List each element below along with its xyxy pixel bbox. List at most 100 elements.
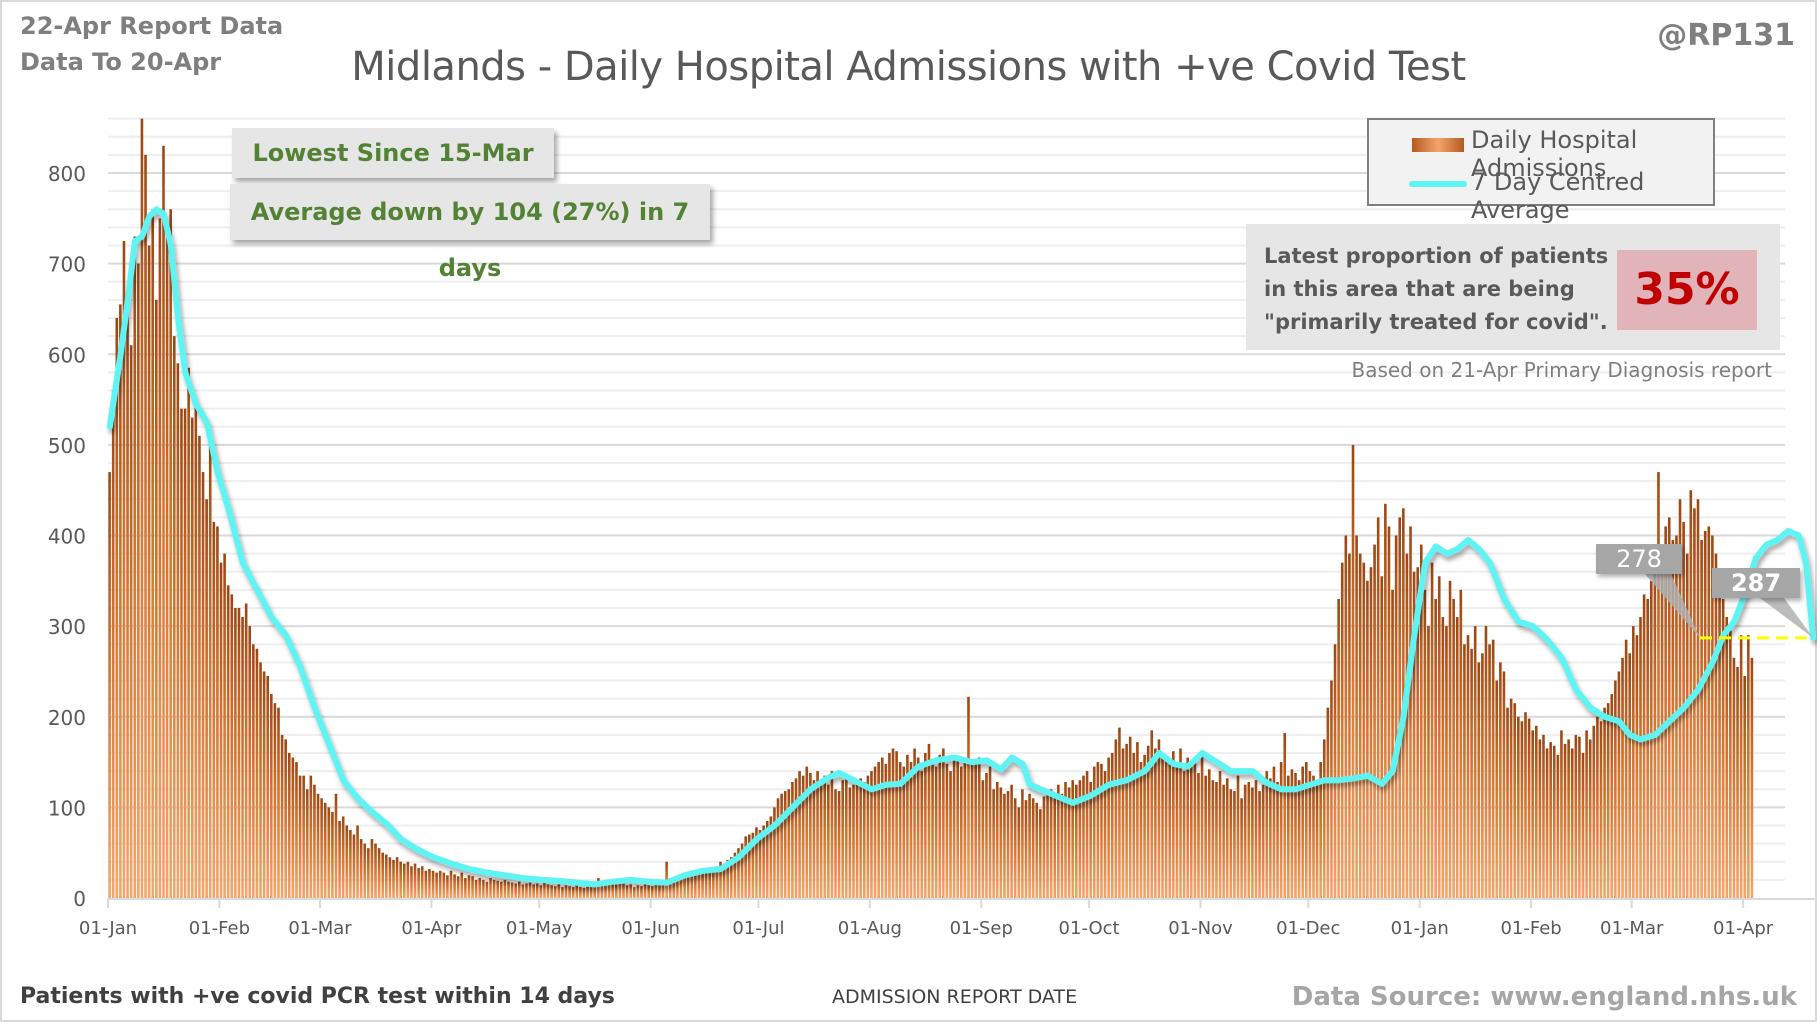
bar — [557, 884, 561, 898]
bar — [262, 671, 266, 898]
bar — [460, 872, 464, 898]
bar — [841, 780, 845, 898]
bar — [891, 748, 895, 898]
bar — [1114, 739, 1118, 898]
bar — [654, 883, 658, 898]
bar — [417, 868, 420, 898]
bar — [597, 878, 600, 898]
bar — [1344, 535, 1348, 898]
bar — [611, 882, 615, 898]
bar — [780, 793, 783, 898]
bar — [546, 884, 550, 898]
bar — [1570, 748, 1574, 898]
bar — [873, 766, 877, 898]
lowest-since-note: Lowest Since 15-Mar — [232, 128, 554, 178]
bar — [859, 778, 862, 898]
bar — [1391, 589, 1394, 898]
x-axis — [107, 898, 1815, 908]
bar — [525, 883, 528, 898]
bar — [798, 771, 801, 898]
bar — [1427, 626, 1430, 898]
bar — [1556, 754, 1560, 898]
bar — [1204, 775, 1207, 898]
proportion-line-2: in this area that are being — [1264, 277, 1575, 301]
bar — [234, 608, 237, 898]
bar — [1653, 553, 1657, 898]
bar — [219, 562, 223, 898]
bar — [323, 802, 327, 898]
bar — [492, 879, 496, 898]
x-tick-label: 01-Jun — [621, 918, 680, 939]
bar — [942, 748, 945, 898]
bar — [1678, 499, 1682, 898]
x-tick-label: 01-Nov — [1168, 918, 1233, 939]
bar — [194, 404, 198, 898]
bar — [1405, 553, 1409, 898]
bar — [1085, 771, 1089, 898]
x-tick-label: 01-Mar — [288, 918, 352, 939]
bar — [528, 882, 532, 898]
bar — [1118, 727, 1121, 898]
bar — [341, 816, 345, 898]
bar — [1078, 780, 1082, 898]
bar — [615, 884, 618, 898]
bar — [438, 870, 442, 898]
bar — [776, 798, 780, 898]
bar — [719, 861, 722, 898]
bar — [1610, 694, 1614, 898]
bar — [704, 870, 708, 898]
bar — [1297, 780, 1301, 898]
bar — [241, 617, 244, 898]
bar — [187, 367, 190, 898]
y-tick-label: 600 — [48, 343, 86, 367]
bar — [1082, 775, 1085, 898]
bar — [1150, 730, 1154, 898]
bar — [1358, 553, 1362, 898]
bar — [474, 879, 478, 898]
bar — [697, 869, 701, 898]
bar — [593, 885, 597, 898]
bar — [1617, 671, 1621, 898]
bar — [1211, 780, 1215, 898]
bar — [834, 789, 837, 898]
bar — [1024, 800, 1028, 898]
bar — [1355, 535, 1358, 898]
average-line — [106, 206, 1817, 888]
bar — [1028, 793, 1031, 898]
bar — [514, 883, 517, 898]
bar — [377, 848, 381, 898]
bar — [1039, 809, 1042, 898]
bar — [1452, 598, 1455, 898]
bar — [435, 872, 438, 898]
callout-pointer-right — [1760, 598, 1814, 638]
bar — [1506, 707, 1509, 898]
bar — [284, 739, 287, 898]
bar — [1265, 771, 1269, 898]
bar — [140, 118, 144, 898]
bar — [1632, 626, 1635, 898]
bar — [1161, 753, 1164, 898]
bar — [410, 866, 413, 898]
bar — [880, 757, 884, 898]
bar — [1189, 766, 1193, 898]
bar — [1042, 796, 1046, 898]
bar — [1703, 530, 1707, 898]
bar — [1412, 571, 1416, 898]
bar — [277, 707, 280, 898]
bar — [913, 748, 916, 898]
bar — [1534, 725, 1538, 898]
bar — [1312, 775, 1315, 898]
bar — [1430, 562, 1434, 898]
bar — [1290, 769, 1294, 898]
bar — [320, 798, 323, 898]
bar — [1448, 580, 1452, 898]
bar — [190, 417, 194, 898]
bar — [701, 872, 704, 898]
x-tick-label: 01-Feb — [189, 918, 250, 939]
bar — [1628, 653, 1632, 898]
bar — [747, 834, 751, 898]
bar — [812, 780, 816, 898]
bar — [1207, 769, 1211, 898]
bar — [967, 696, 970, 898]
